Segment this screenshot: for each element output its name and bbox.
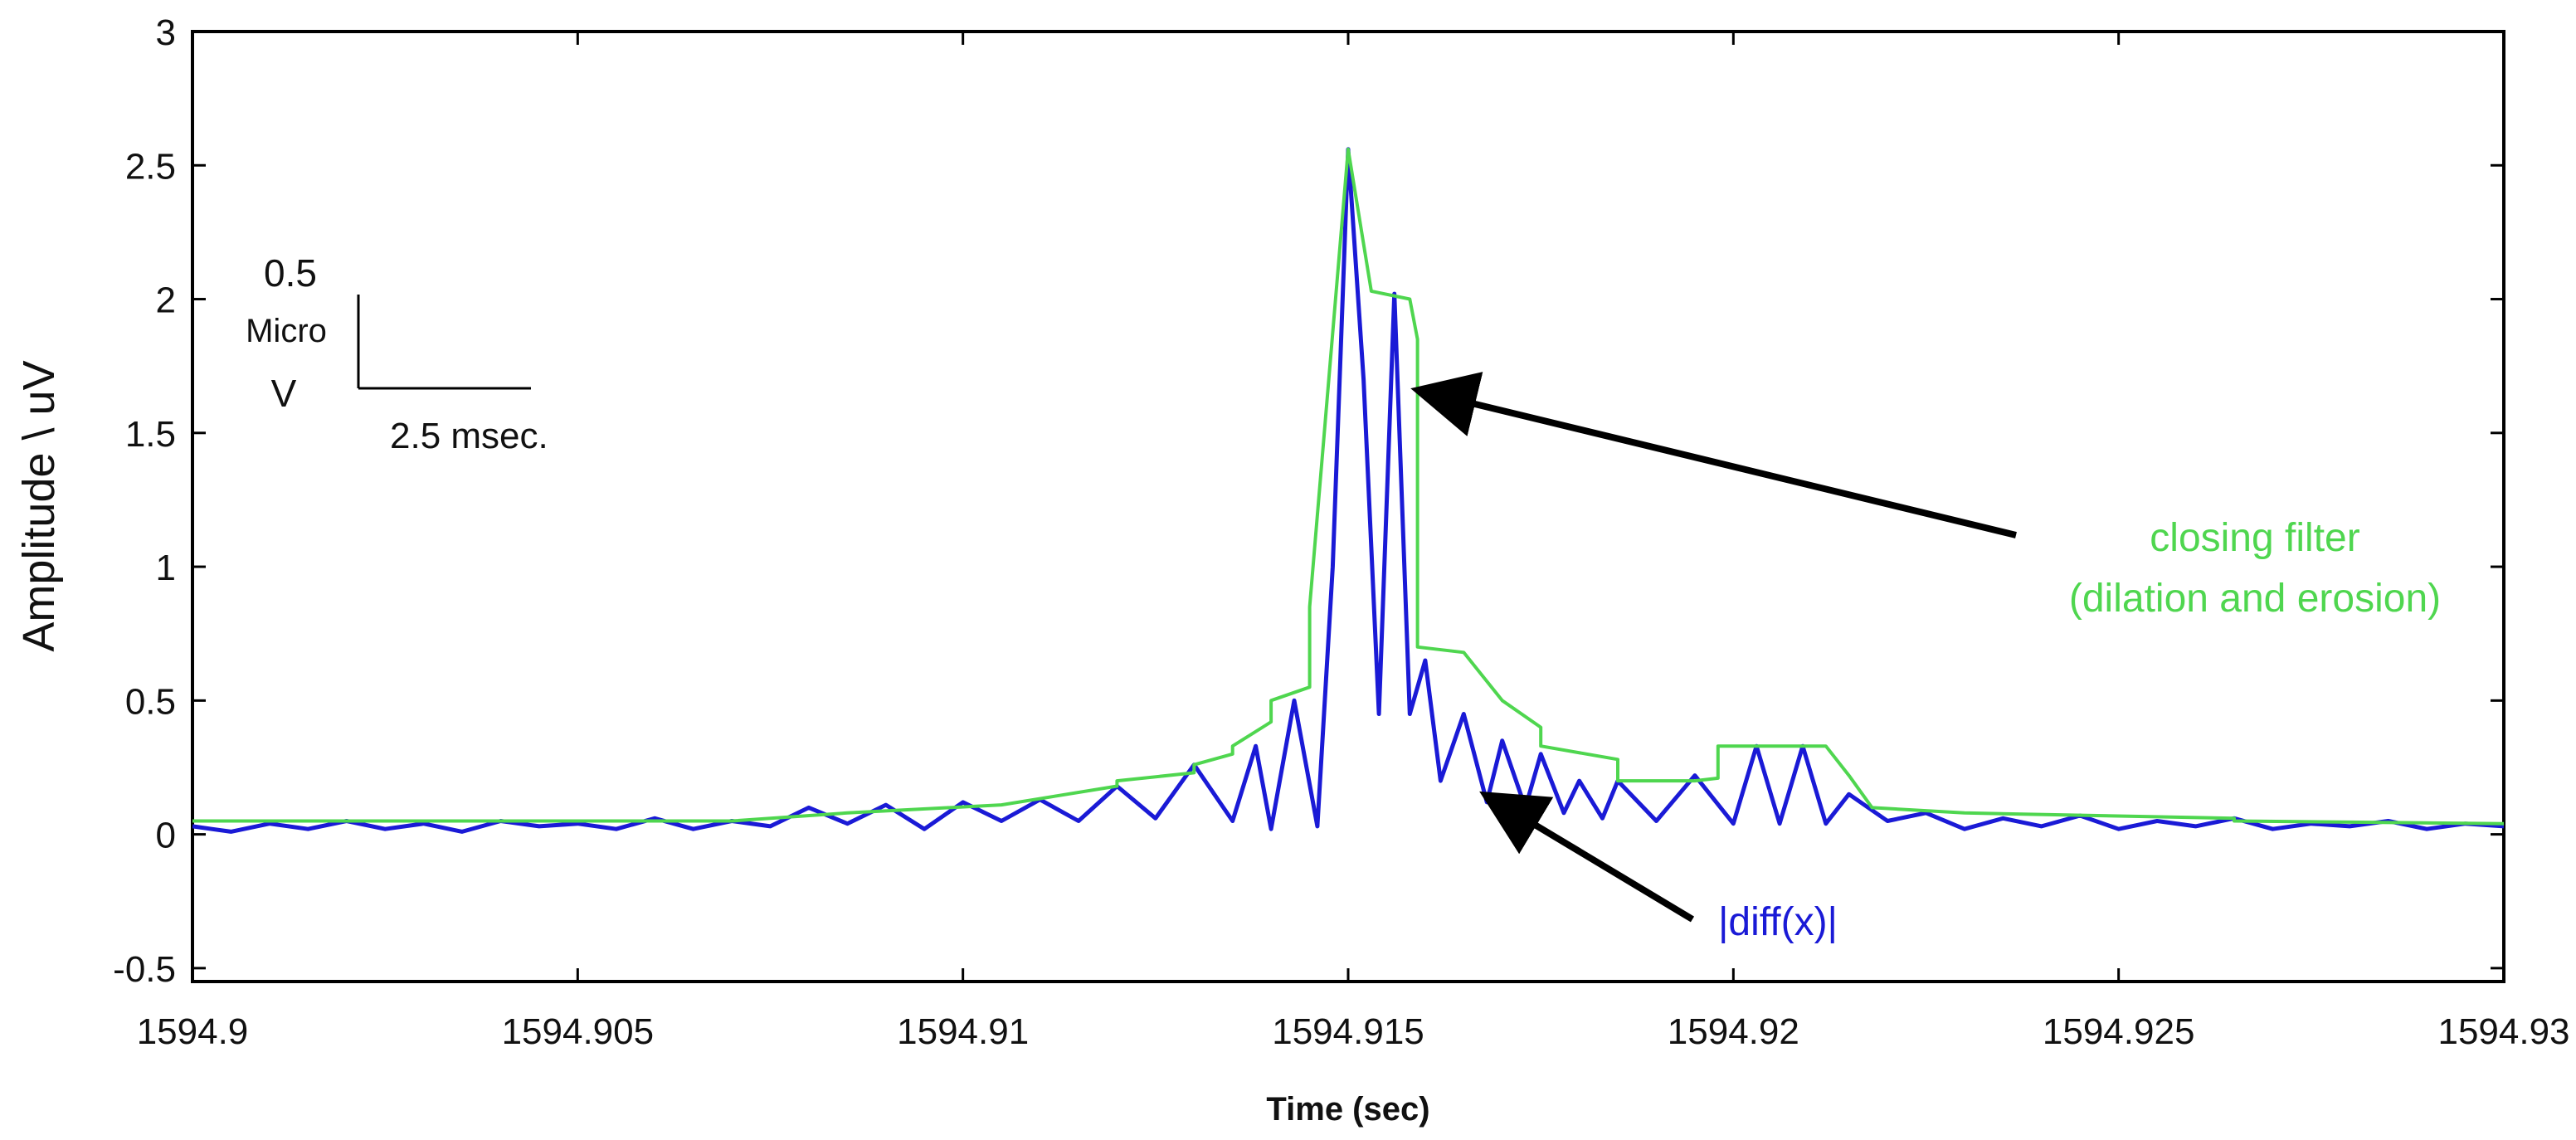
y-tick-label: 2.5: [125, 146, 176, 187]
y-tick-label: 1.5: [125, 414, 176, 455]
annotations: closing filter (dilation and erosion) |d…: [1410, 372, 2441, 944]
scale-bar-y-unit-2: V: [271, 372, 297, 415]
y-tick-label: 3: [156, 12, 176, 53]
scale-bar-y-unit-1: Micro: [246, 313, 327, 349]
x-tick-label: 1594.925: [2043, 1011, 2195, 1052]
y-tick-label: 0.5: [125, 681, 176, 722]
tick-labels: 1594.9 1594.905 1594.91 1594.915 1594.92 1594…: [113, 12, 2569, 1052]
x-axis-title: Time (sec): [1266, 1091, 1429, 1128]
diff-label: |diff(x)|: [1718, 900, 1838, 944]
x-tick-label: 1594.9: [137, 1011, 249, 1052]
y-tick-label: -0.5: [113, 949, 176, 990]
x-tick-label: 1594.905: [502, 1011, 655, 1052]
axis-ticks: [191, 30, 2505, 982]
scale-bar-x-label: 2.5 msec.: [390, 416, 548, 456]
x-tick-label: 1594.915: [1272, 1011, 1424, 1052]
y-tick-label: 1: [156, 548, 176, 588]
scale-bar-y-value: 0.5: [264, 251, 317, 295]
closing-filter-series-line: [192, 147, 2505, 826]
series-layer: [192, 147, 2505, 834]
diff-arrow: [1479, 791, 1695, 923]
x-tick-label: 1594.93: [2437, 1011, 2569, 1052]
closing-filter-sublabel: (dilation and erosion): [2069, 577, 2441, 621]
y-axis-title: Amplitude \ uV: [14, 360, 64, 651]
closing-filter-label: closing filter: [2150, 516, 2359, 560]
y-tick-label: 0: [156, 816, 176, 856]
x-tick-label: 1594.91: [897, 1011, 1029, 1052]
x-tick-label: 1594.92: [1668, 1011, 1799, 1052]
y-tick-label: 2: [156, 280, 176, 321]
closing-filter-arrow: [1410, 372, 2017, 538]
diff-series-line: [192, 147, 2505, 834]
scale-bar: 0.5 Micro V 2.5 msec.: [246, 251, 548, 456]
